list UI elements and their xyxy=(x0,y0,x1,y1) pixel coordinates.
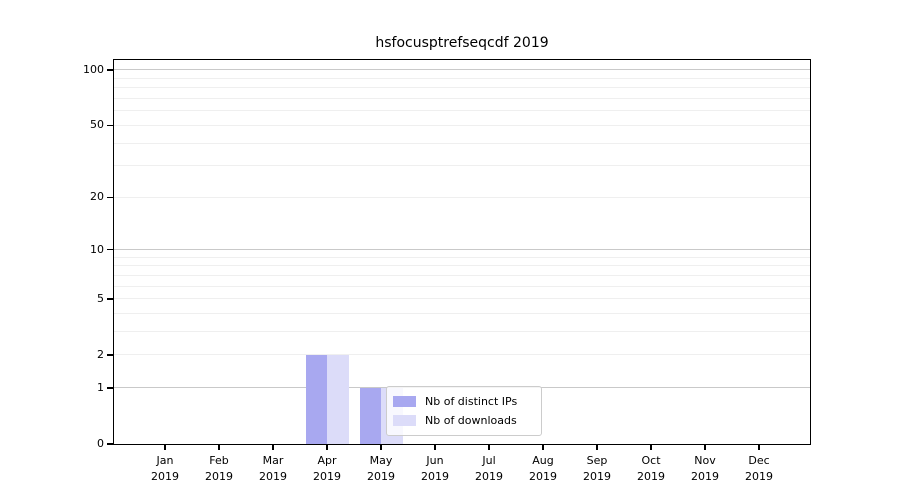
x-tick-month: Apr xyxy=(317,454,337,467)
x-axis-tick xyxy=(542,444,544,450)
x-tick-year: 2019 xyxy=(151,470,179,483)
y-axis-tick xyxy=(106,387,113,389)
gridline-minor xyxy=(114,110,810,112)
x-tick-month: Mar xyxy=(262,454,284,467)
y-axis-tick xyxy=(106,354,113,356)
legend-item: Nb of downloads xyxy=(393,411,534,430)
y-axis-tick xyxy=(106,196,113,199)
x-tick-year: 2019 xyxy=(529,470,557,483)
legend-label: Nb of distinct IPs xyxy=(425,395,518,408)
x-tick-month: Jul xyxy=(482,454,496,467)
x-tick-label: Oct 2019 xyxy=(624,453,678,485)
x-tick-label: Sep 2019 xyxy=(570,453,624,485)
x-axis-tick xyxy=(434,444,436,450)
x-tick-label: Apr 2019 xyxy=(300,453,354,485)
y-tick-label: 20 xyxy=(90,190,104,204)
y-tick-label: 0 xyxy=(97,437,104,450)
x-tick-year: 2019 xyxy=(259,470,287,483)
gridline-minor xyxy=(114,285,810,287)
chart-title: hsfocusptrefseqcdf 2019 xyxy=(375,35,549,51)
x-tick-label: Jun 2019 xyxy=(408,453,462,485)
x-tick-year: 2019 xyxy=(691,470,719,483)
gridline-minor xyxy=(114,313,810,315)
x-tick-label: Jan 2019 xyxy=(138,453,192,485)
gridline-minor xyxy=(114,77,810,79)
x-tick-month: Dec xyxy=(748,454,770,467)
x-tick-year: 2019 xyxy=(583,470,611,483)
y-tick-label: 100 xyxy=(83,62,104,76)
y-tick-label: 5 xyxy=(97,291,104,305)
y-axis-tick xyxy=(106,443,113,445)
y-axis-tick xyxy=(106,298,113,300)
x-tick-month: Jan xyxy=(156,454,174,467)
x-tick-label: Feb 2019 xyxy=(192,453,246,485)
x-axis-tick xyxy=(596,444,598,450)
legend-swatch-distinct-ips xyxy=(393,396,416,407)
x-tick-label: Dec 2019 xyxy=(732,453,786,485)
gridline-minor xyxy=(114,331,810,333)
x-tick-month: Feb xyxy=(209,454,229,467)
x-tick-month: Aug xyxy=(532,454,554,467)
y-tick-label: 2 xyxy=(97,347,104,361)
x-tick-year: 2019 xyxy=(745,470,773,483)
gridline-minor xyxy=(114,265,810,267)
gridline-major xyxy=(114,249,810,251)
x-axis-tick xyxy=(704,444,706,450)
x-axis-tick xyxy=(380,444,382,450)
x-tick-year: 2019 xyxy=(205,470,233,483)
gridline-minor xyxy=(114,256,810,258)
x-tick-label: Aug 2019 xyxy=(516,453,570,485)
bar-distinct-ips xyxy=(359,387,381,444)
x-tick-month: Nov xyxy=(694,454,716,467)
x-axis-tick xyxy=(650,444,652,450)
y-tick-label: 1 xyxy=(97,380,104,394)
y-axis-tick xyxy=(106,69,113,71)
gridline-minor xyxy=(114,98,810,100)
x-tick-label: May 2019 xyxy=(354,453,408,485)
x-tick-year: 2019 xyxy=(313,470,341,483)
legend: Nb of distinct IPs Nb of downloads xyxy=(386,386,542,436)
gridline-minor xyxy=(114,196,810,198)
legend-swatch-downloads xyxy=(393,415,416,426)
x-tick-month: May xyxy=(369,454,393,467)
legend-item: Nb of distinct IPs xyxy=(393,392,534,411)
x-tick-month: Oct xyxy=(641,454,661,467)
x-tick-month: Sep xyxy=(586,454,608,467)
y-axis-tick xyxy=(106,248,113,251)
bar-distinct-ips xyxy=(305,354,327,444)
x-axis-tick xyxy=(758,444,760,450)
x-tick-label: Mar 2019 xyxy=(246,453,300,485)
bar-downloads xyxy=(327,354,349,444)
x-axis-tick xyxy=(164,444,166,450)
x-axis-tick xyxy=(218,444,220,450)
gridline-minor xyxy=(114,354,810,356)
gridline-minor xyxy=(114,142,810,144)
x-tick-label: Jul 2019 xyxy=(462,453,516,485)
gridline-minor xyxy=(114,87,810,89)
gridline-major xyxy=(114,69,810,71)
x-axis-tick xyxy=(326,444,328,450)
x-tick-year: 2019 xyxy=(475,470,503,483)
x-axis-tick xyxy=(272,444,274,450)
x-tick-label: Nov 2019 xyxy=(678,453,732,485)
y-tick-label: 10 xyxy=(90,242,104,256)
y-axis-tick xyxy=(106,124,113,127)
gridline-minor xyxy=(114,274,810,276)
gridline-minor xyxy=(114,298,810,300)
x-tick-year: 2019 xyxy=(637,470,665,483)
x-tick-year: 2019 xyxy=(367,470,395,483)
x-tick-year: 2019 xyxy=(421,470,449,483)
x-tick-month: Jun xyxy=(426,454,444,467)
x-axis-tick xyxy=(488,444,490,450)
gridline-minor xyxy=(114,124,810,126)
y-tick-label: 50 xyxy=(90,118,104,132)
gridline-minor xyxy=(114,165,810,167)
legend-label: Nb of downloads xyxy=(425,414,517,427)
